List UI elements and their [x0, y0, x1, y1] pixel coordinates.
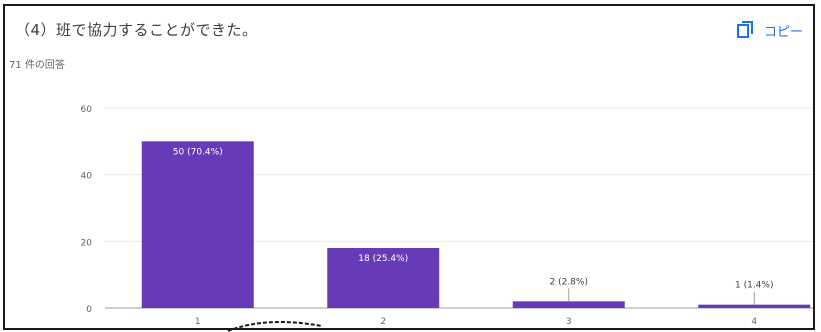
x-tick-label: 4 [751, 317, 757, 327]
data-label: 2 (2.8%) [550, 277, 588, 287]
chart-card: （4）班で協力することができた。 71 件の回答 コピー 0 20 40 60 50 (… [3, 4, 815, 330]
data-label: 18 (25.4%) [358, 254, 408, 264]
x-tick-label: 1 [195, 317, 201, 327]
response-count: 71 件の回答 [9, 60, 65, 71]
bar [512, 301, 625, 308]
copy-button[interactable]: コピー [736, 20, 803, 40]
copy-icon [736, 20, 756, 40]
y-tick-label: 20 [81, 238, 93, 248]
y-tick-label: 60 [81, 105, 93, 115]
y-tick-label: 40 [81, 172, 93, 182]
question-title: （4）班で協力することができた。 [15, 21, 258, 39]
x-tick-label: 2 [380, 317, 386, 327]
bar [327, 248, 440, 308]
cursor-outline-decoration [227, 321, 323, 332]
data-label: 50 (70.4%) [173, 147, 223, 157]
x-tick-label: 3 [566, 317, 572, 327]
data-label: 1 (1.4%) [735, 281, 773, 291]
copy-label: コピー [764, 24, 804, 40]
bar [141, 141, 254, 308]
y-tick-label: 0 [86, 305, 92, 315]
bar [698, 304, 811, 308]
bar-chart: 0 20 40 60 50 (70.4%) 1 18 (25.4%) 2 2 (2.8%) 3 1 … [81, 105, 813, 327]
